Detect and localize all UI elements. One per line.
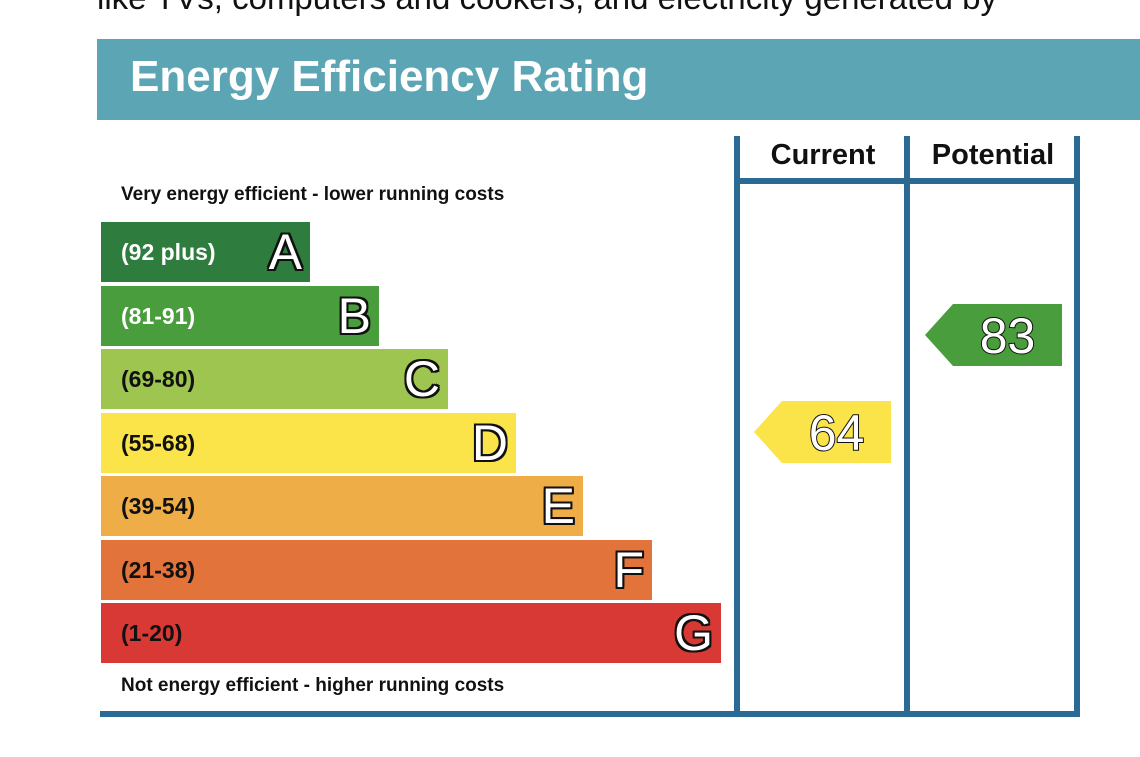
potential-rating-arrow: 83	[925, 304, 1062, 366]
potential-column-header: Potential	[931, 139, 1055, 171]
band-letter: B	[337, 287, 371, 344]
band-letter: A	[268, 224, 302, 280]
band-d: (55-68) D	[101, 412, 516, 473]
current-rating-value: 64	[809, 405, 865, 461]
page-title: Energy Efficiency Rating	[130, 52, 649, 101]
top-text-fragment: like TVs, computers and cookers, and ele…	[97, 0, 1140, 18]
band-letter: E	[541, 478, 575, 534]
band-range-label: (1-20)	[121, 620, 183, 646]
band-e: (39-54) E	[101, 476, 583, 536]
band-range-label: (92 plus)	[121, 239, 216, 265]
frame-line-header-underline	[734, 178, 1080, 184]
top-caption: Very energy efficient - lower running co…	[121, 184, 505, 205]
band-range-label: (69-80)	[121, 366, 196, 392]
band-range-label: (21-38)	[121, 556, 196, 583]
current-column-header: Current	[770, 139, 876, 171]
band-range-label: (39-54)	[121, 493, 196, 519]
current-rating-arrow-shape	[754, 401, 891, 463]
header-bar: Energy Efficiency Rating	[97, 39, 1140, 120]
frame-line-right	[1074, 136, 1080, 717]
frame-line-current-left	[734, 136, 740, 717]
band-range-label: (81-91)	[121, 302, 196, 329]
bottom-caption: Not energy efficient - higher running co…	[121, 675, 505, 696]
band-letter: G	[674, 605, 713, 661]
band-letter: F	[613, 541, 644, 598]
frame-line-bottom	[100, 711, 1080, 717]
band-a: (92 plus) A	[101, 222, 310, 282]
band-range-label: (55-68)	[121, 429, 196, 456]
band-g: (1-20) G	[101, 603, 721, 663]
band-f: (21-38) F	[101, 539, 652, 600]
frame-line-divider	[904, 136, 910, 717]
band-b: (81-91) B	[101, 285, 379, 346]
band-c: (69-80) C	[101, 349, 448, 409]
band-letter: D	[471, 414, 508, 471]
current-rating-arrow: 64	[754, 401, 891, 463]
potential-rating-value: 83	[980, 308, 1036, 364]
band-letter: C	[403, 351, 440, 407]
potential-rating-arrow-shape	[925, 304, 1062, 366]
